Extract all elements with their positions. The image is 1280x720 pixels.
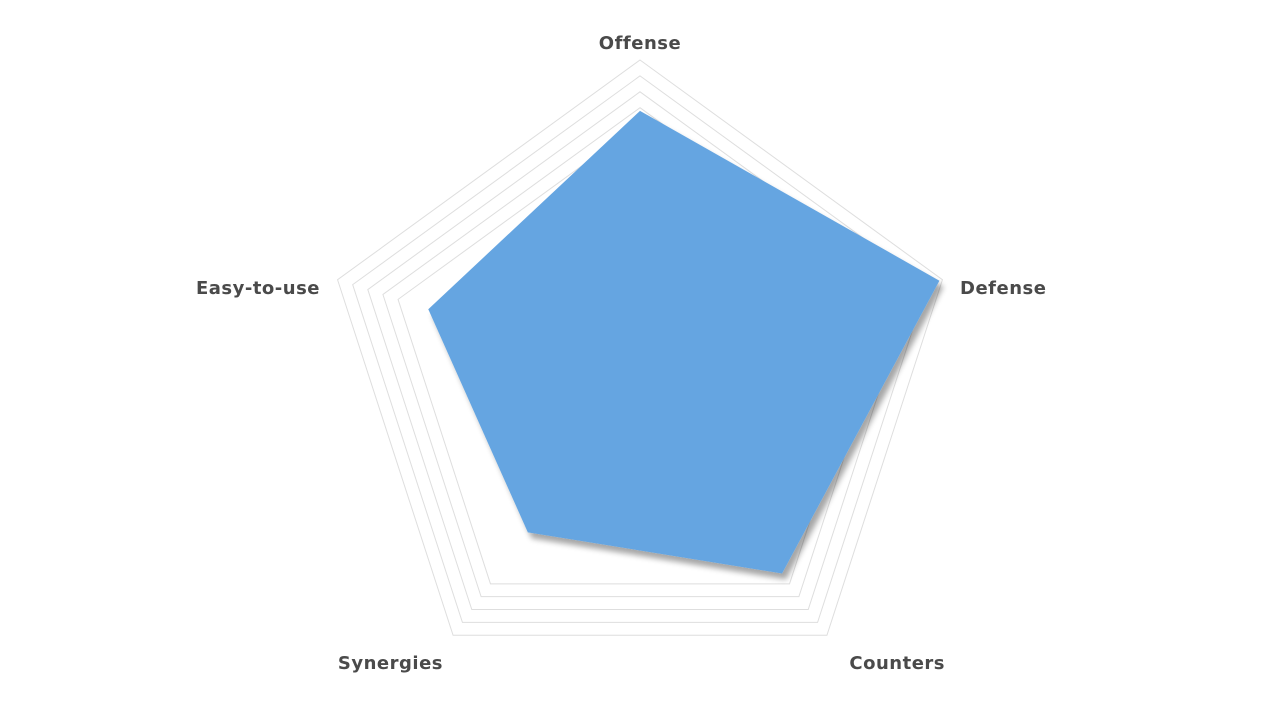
axis-label-offense: Offense: [599, 33, 681, 54]
series-area-0: [428, 110, 940, 574]
axis-label-defense: Defense: [960, 278, 1046, 299]
radar-series: [428, 110, 940, 574]
axis-label-easy-to-use: Easy-to-use: [196, 278, 320, 299]
axis-labels: Offense Defense Counters Synergies Easy-to-u…: [196, 33, 1046, 674]
grid-ring-5: [336, 59, 944, 636]
axis-label-synergies: Synergies: [338, 653, 443, 674]
axis-label-counters: Counters: [849, 653, 945, 674]
